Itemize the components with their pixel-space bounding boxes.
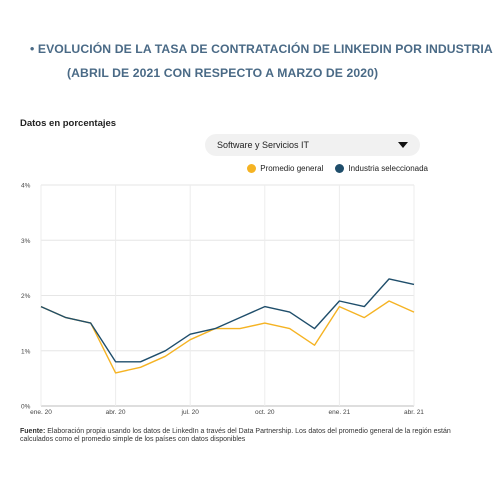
source-text: Elaboración propia usando los datos de L… <box>20 428 451 444</box>
y-tick-label: 0% <box>21 404 31 411</box>
industry-select-value: Software y Servicios IT <box>217 140 310 150</box>
y-tick-label: 1% <box>21 348 31 355</box>
series-line-industria-seleccionada <box>40 278 415 363</box>
industry-select[interactable]: Software y Servicios IT <box>205 134 420 156</box>
legend-label-promedio: Promedio general <box>260 164 324 173</box>
units-label: Datos en porcentajes <box>20 118 117 129</box>
legend-item-promedio: Promedio general <box>247 164 323 173</box>
y-tick-label: 2% <box>21 293 31 300</box>
x-tick-label: jul. 20 <box>181 409 200 416</box>
x-tick-label: ene. 20 <box>30 409 52 416</box>
series-lines <box>40 278 415 374</box>
y-tick-label: 4% <box>21 183 31 190</box>
source-label: Fuente: <box>20 428 46 435</box>
legend-swatch-industria <box>335 164 345 173</box>
x-tick-label: abr. 21 <box>404 409 424 416</box>
grid <box>40 184 415 407</box>
legend-swatch-promedio <box>247 164 257 173</box>
source-note: Fuente: Elaboración propia usando los da… <box>20 428 460 445</box>
chart-title-line1: • EVOLUCIÓN DE LA TASA DE CONTRATACIÓN D… <box>30 42 493 56</box>
y-tick-label: 3% <box>21 238 31 245</box>
y-tick-labels: 0% 1% 2% 3% 4% <box>21 183 31 411</box>
x-tick-label: oct. 20 <box>255 409 275 416</box>
x-tick-labels: ene. 20 abr. 20 jul. 20 oct. 20 ene. 21 abr. … <box>30 409 424 416</box>
legend-label-industria: Industria seleccionada <box>348 164 428 173</box>
legend: Promedio general Industria seleccionada <box>247 164 428 173</box>
x-tick-label: abr. 20 <box>106 409 126 416</box>
chart-title-line2: (ABRIL DE 2021 CON RESPECTO A MARZO DE 2… <box>67 66 379 80</box>
chevron-down-icon[interactable] <box>398 142 408 148</box>
legend-item-industria: Industria seleccionada <box>335 164 428 173</box>
x-tick-label: ene. 21 <box>329 409 351 416</box>
series-line-promedio-general <box>40 300 415 374</box>
